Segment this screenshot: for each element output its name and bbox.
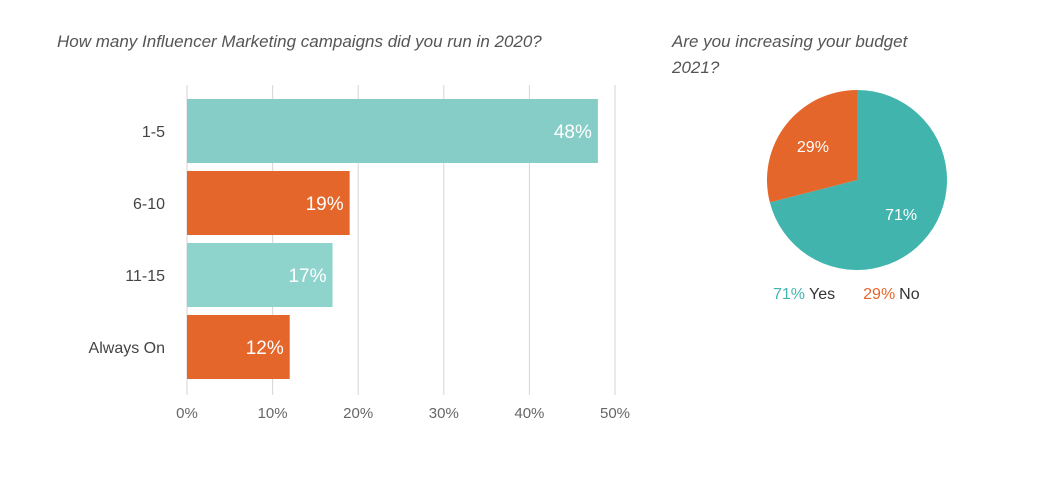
y-category-label: Always On	[89, 340, 165, 357]
x-tick-label: 0%	[176, 405, 198, 422]
bar-chart-title: How many Influencer Marketing campaigns …	[57, 32, 542, 51]
legend-yes-label: Yes	[809, 286, 836, 303]
bar	[187, 171, 350, 235]
bar-data-label: 17%	[288, 266, 326, 287]
pie-slice-yes	[769, 90, 948, 270]
y-category-label: 1-5	[142, 124, 165, 141]
legend-no-value: 29%	[863, 286, 896, 303]
x-tick-label: 50%	[600, 405, 630, 422]
y-category-label: 11-15	[125, 268, 165, 285]
legend-yes-value: 71%	[773, 286, 806, 303]
pie-legend: 71% Yes 29% No	[773, 286, 924, 304]
bar-data-label: 12%	[246, 338, 284, 359]
pie-slice-no	[767, 90, 857, 203]
pie-chart-title-line-1: Are you increasing your budget	[672, 32, 908, 51]
bar	[187, 243, 333, 307]
x-tick-label: 20%	[343, 405, 373, 422]
y-category-label: 6-10	[133, 196, 165, 213]
bar	[187, 315, 290, 379]
pie-slice-label: 29%	[797, 139, 829, 156]
bar-data-label: 19%	[306, 194, 344, 215]
pie-chart-title-line-2: 2021?	[672, 58, 720, 77]
bar	[187, 99, 598, 163]
pie-slice-label: 71%	[885, 207, 917, 224]
legend-no-label: No	[899, 286, 920, 303]
x-tick-label: 30%	[429, 405, 459, 422]
x-tick-label: 10%	[258, 405, 288, 422]
bar-data-label: 48%	[554, 122, 592, 143]
x-tick-label: 40%	[514, 405, 544, 422]
